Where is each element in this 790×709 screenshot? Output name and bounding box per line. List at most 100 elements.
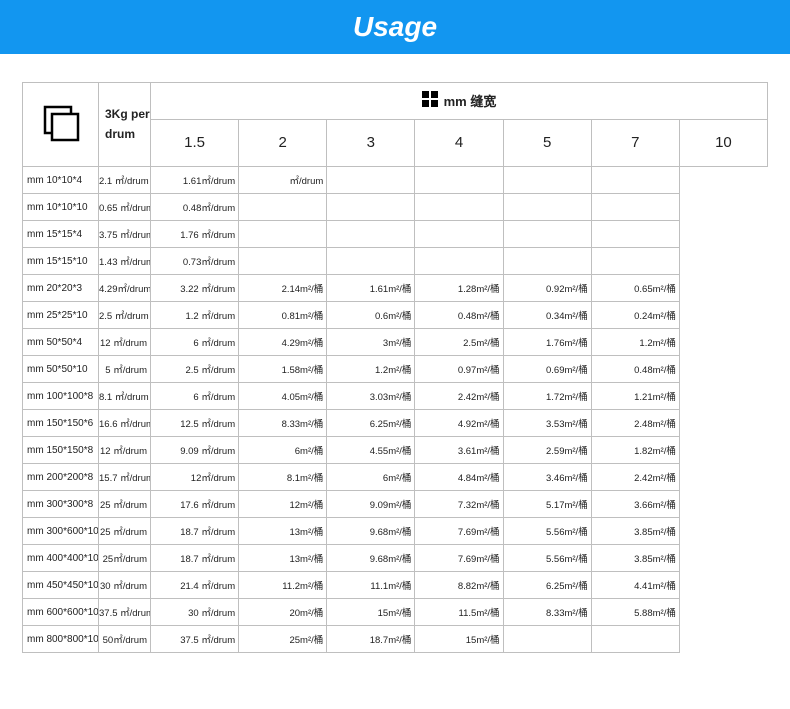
- value-cell: 25m²/桶: [239, 626, 327, 653]
- value-cell: 3.03m²/桶: [327, 383, 415, 410]
- col-7: 7: [591, 119, 679, 166]
- value-cell: 0.65m²/桶: [591, 275, 679, 302]
- value-cell: 0.24m²/桶: [591, 302, 679, 329]
- value-cell: 2.1 ㎡/drum: [99, 167, 151, 194]
- value-cell: 8.1m²/桶: [239, 464, 327, 491]
- value-cell: 3.22 ㎡/drum: [151, 275, 239, 302]
- value-cell: 1.43 ㎡/drum: [99, 248, 151, 275]
- value-cell: 0.69m²/桶: [503, 356, 591, 383]
- table-row: mm 800*800*1050㎡/drum37.5 ㎡/drum25m²/桶18…: [23, 626, 768, 653]
- header-row-1: 3Kg per drum mm 缝宽: [23, 83, 768, 120]
- value-cell: 17.6 ㎡/drum: [151, 491, 239, 518]
- value-cell: 7.69m²/桶: [415, 545, 503, 572]
- size-cell: mm 10*10*4: [23, 167, 99, 194]
- value-cell: 12 ㎡/drum: [99, 437, 151, 464]
- value-cell: 2.48m²/桶: [591, 410, 679, 437]
- table-container: 3Kg per drum mm 缝宽 1.5 2: [0, 54, 790, 653]
- value-cell: [503, 194, 591, 221]
- value-cell: 12.5 ㎡/drum: [151, 410, 239, 437]
- table-row: mm 300*300*825 ㎡/drum17.6 ㎡/drum12m²/桶9.…: [23, 491, 768, 518]
- value-cell: 37.5 ㎡/drum: [151, 626, 239, 653]
- value-cell: 6m²/桶: [239, 437, 327, 464]
- size-cell: mm 450*450*10: [23, 572, 99, 599]
- size-cell: mm 400*400*10: [23, 545, 99, 572]
- value-cell: 4.92m²/桶: [415, 410, 503, 437]
- seam-label: mm 缝宽: [444, 91, 497, 110]
- value-cell: [591, 626, 679, 653]
- value-cell: 2.5m²/桶: [415, 329, 503, 356]
- value-cell: [327, 194, 415, 221]
- value-cell: 11.1m²/桶: [327, 572, 415, 599]
- value-cell: 2.14m²/桶: [239, 275, 327, 302]
- value-cell: 7.32m²/桶: [415, 491, 503, 518]
- value-cell: 5.88m²/桶: [591, 599, 679, 626]
- value-cell: 1.21m²/桶: [591, 383, 679, 410]
- col-2: 2: [239, 119, 327, 166]
- value-cell: 1.82m²/桶: [591, 437, 679, 464]
- col-1.5: 1.5: [151, 119, 239, 166]
- size-cell: mm 25*25*10: [23, 302, 99, 329]
- value-cell: [415, 167, 503, 194]
- size-cell: mm 15*15*4: [23, 221, 99, 248]
- value-cell: 3.53m²/桶: [503, 410, 591, 437]
- value-cell: 18.7m²/桶: [327, 626, 415, 653]
- size-cell: mm 10*10*10: [23, 194, 99, 221]
- drum-weight-cell: 3Kg per drum: [99, 83, 151, 167]
- table-row: mm 50*50*412 ㎡/drum6 ㎡/drum4.29m²/桶3m²/桶…: [23, 329, 768, 356]
- value-cell: 1.72m²/桶: [503, 383, 591, 410]
- value-cell: 11.2m²/桶: [239, 572, 327, 599]
- value-cell: [327, 248, 415, 275]
- value-cell: 1.2 ㎡/drum: [151, 302, 239, 329]
- value-cell: 4.29㎡/drum: [99, 275, 151, 302]
- value-cell: [591, 221, 679, 248]
- value-cell: 1.61m²/桶: [327, 275, 415, 302]
- table-row: mm 600*600*1037.5 ㎡/drum30 ㎡/drum20m²/桶1…: [23, 599, 768, 626]
- table-row: mm 150*150*812 ㎡/drum9.09 ㎡/drum6m²/桶4.5…: [23, 437, 768, 464]
- value-cell: 0.73㎡/drum: [151, 248, 239, 275]
- seam-width-header: mm 缝宽: [151, 83, 768, 120]
- value-cell: [415, 248, 503, 275]
- value-cell: 2.42m²/桶: [415, 383, 503, 410]
- value-cell: 0.48㎡/drum: [151, 194, 239, 221]
- value-cell: 16.6 ㎡/drum: [99, 410, 151, 437]
- value-cell: 15.7 ㎡/drum: [99, 464, 151, 491]
- value-cell: [415, 221, 503, 248]
- col-5: 5: [503, 119, 591, 166]
- value-cell: 1.28m²/桶: [415, 275, 503, 302]
- value-cell: 5.56m²/桶: [503, 545, 591, 572]
- value-cell: ㎡/drum: [239, 167, 327, 194]
- value-cell: 6.25m²/桶: [503, 572, 591, 599]
- size-cell: mm 150*150*8: [23, 437, 99, 464]
- value-cell: 0.6m²/桶: [327, 302, 415, 329]
- value-cell: 3.46m²/桶: [503, 464, 591, 491]
- value-cell: 3.75 ㎡/drum: [99, 221, 151, 248]
- size-cell: mm 50*50*10: [23, 356, 99, 383]
- value-cell: [591, 248, 679, 275]
- size-cell: mm 150*150*6: [23, 410, 99, 437]
- size-cell: mm 15*15*10: [23, 248, 99, 275]
- value-cell: 11.5m²/桶: [415, 599, 503, 626]
- value-cell: [239, 194, 327, 221]
- value-cell: 1.2m²/桶: [591, 329, 679, 356]
- value-cell: 3.85m²/桶: [591, 545, 679, 572]
- value-cell: 4.05m²/桶: [239, 383, 327, 410]
- value-cell: 5.56m²/桶: [503, 518, 591, 545]
- value-cell: 8.33m²/桶: [503, 599, 591, 626]
- value-cell: 3m²/桶: [327, 329, 415, 356]
- value-cell: 8.82m²/桶: [415, 572, 503, 599]
- value-cell: 1.58m²/桶: [239, 356, 327, 383]
- value-cell: [327, 221, 415, 248]
- col-4: 4: [415, 119, 503, 166]
- table-row: mm 25*25*102.5 ㎡/drum1.2 ㎡/drum0.81m²/桶0…: [23, 302, 768, 329]
- value-cell: [503, 221, 591, 248]
- page-title: Usage: [353, 11, 437, 43]
- value-cell: 9.09m²/桶: [327, 491, 415, 518]
- size-cell: mm 100*100*8: [23, 383, 99, 410]
- size-cell: mm 200*200*8: [23, 464, 99, 491]
- size-cell: mm 300*600*10: [23, 518, 99, 545]
- value-cell: 0.65 ㎡/drum: [99, 194, 151, 221]
- value-cell: 18.7 ㎡/drum: [151, 545, 239, 572]
- size-cell: mm 20*20*3: [23, 275, 99, 302]
- value-cell: 3.85m²/桶: [591, 518, 679, 545]
- value-cell: 50㎡/drum: [99, 626, 151, 653]
